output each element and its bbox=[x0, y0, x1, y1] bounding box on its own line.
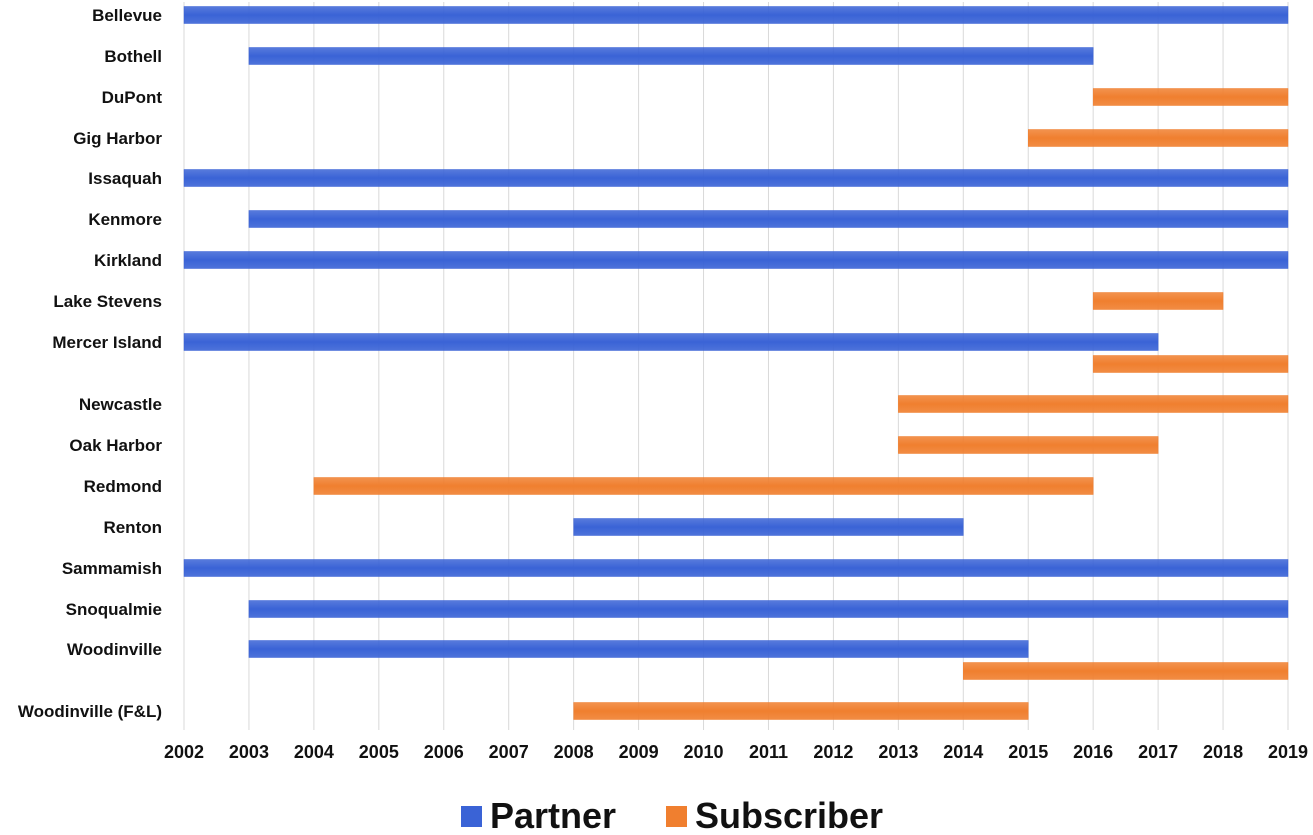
x-tick-2010: 2010 bbox=[684, 742, 724, 762]
x-tick-labels: 2002 2003 2004 2005 2006 2007 2008 2009 2010 2011… bbox=[164, 742, 1308, 762]
bar-subscriber-woodinville bbox=[963, 662, 1289, 680]
bar-partner-sammamish bbox=[183, 559, 1289, 577]
x-tick-2012: 2012 bbox=[813, 742, 853, 762]
bar-subscriber-oak-harbor bbox=[898, 436, 1159, 454]
x-tick-2002: 2002 bbox=[164, 742, 204, 762]
bar-partner-renton bbox=[573, 518, 964, 536]
bar-partner-mercer-island bbox=[183, 333, 1159, 351]
category-label-woodinville: Woodinville bbox=[67, 640, 162, 659]
bar-subscriber-mercer-island bbox=[1092, 355, 1289, 373]
category-label-bellevue: Bellevue bbox=[92, 6, 162, 25]
bar-partner-snoqualmie bbox=[248, 600, 1289, 618]
category-label-newcastle: Newcastle bbox=[79, 395, 162, 414]
bars bbox=[183, 6, 1289, 720]
legend-swatch-partner bbox=[461, 806, 482, 827]
category-label-issaquah: Issaquah bbox=[88, 169, 162, 188]
x-tick-2015: 2015 bbox=[1008, 742, 1048, 762]
x-tick-2008: 2008 bbox=[554, 742, 594, 762]
x-tick-2009: 2009 bbox=[619, 742, 659, 762]
bar-subscriber-gig-harbor bbox=[1027, 129, 1289, 147]
category-labels: Bellevue Bothell DuPont Gig Harbor Issaquah K… bbox=[18, 6, 163, 721]
x-tick-2016: 2016 bbox=[1073, 742, 1113, 762]
category-label-oak-harbor: Oak Harbor bbox=[69, 436, 162, 455]
x-tick-2011: 2011 bbox=[749, 742, 788, 762]
x-tick-2019: 2019 bbox=[1268, 742, 1308, 762]
bar-partner-issaquah bbox=[183, 169, 1289, 187]
category-label-gig-harbor: Gig Harbor bbox=[73, 129, 162, 148]
bar-subscriber-dupont bbox=[1092, 88, 1289, 106]
category-label-dupont: DuPont bbox=[102, 88, 163, 107]
legend-label-subscriber: Subscriber bbox=[695, 795, 883, 835]
legend-swatch-subscriber bbox=[666, 806, 687, 827]
category-label-snoqualmie: Snoqualmie bbox=[66, 600, 162, 619]
legend-label-partner: Partner bbox=[490, 795, 616, 835]
x-tick-2007: 2007 bbox=[489, 742, 529, 762]
bar-partner-bothell bbox=[248, 47, 1094, 65]
category-label-bothell: Bothell bbox=[104, 47, 162, 66]
x-tick-2004: 2004 bbox=[294, 742, 334, 762]
legend: Partner Subscriber bbox=[461, 795, 883, 835]
bar-partner-woodinville bbox=[248, 640, 1029, 658]
x-tick-2003: 2003 bbox=[229, 742, 269, 762]
category-label-renton: Renton bbox=[103, 518, 162, 537]
bar-subscriber-redmond bbox=[313, 477, 1094, 495]
category-label-kirkland: Kirkland bbox=[94, 251, 162, 270]
bar-subscriber-lake-stevens bbox=[1092, 292, 1224, 310]
bar-partner-kirkland bbox=[183, 251, 1289, 269]
x-tick-2018: 2018 bbox=[1203, 742, 1243, 762]
category-label-lake-stevens: Lake Stevens bbox=[53, 292, 162, 311]
category-label-mercer-island: Mercer Island bbox=[52, 333, 162, 352]
bar-partner-bellevue bbox=[183, 6, 1289, 24]
x-tick-2017: 2017 bbox=[1138, 742, 1178, 762]
x-tick-2014: 2014 bbox=[943, 742, 983, 762]
x-tick-2005: 2005 bbox=[359, 742, 399, 762]
category-label-woodinville-f-l: Woodinville (F&L) bbox=[18, 702, 162, 721]
category-label-kenmore: Kenmore bbox=[88, 210, 162, 229]
bar-subscriber-woodinville-f-l bbox=[573, 702, 1029, 720]
category-label-sammamish: Sammamish bbox=[62, 559, 162, 578]
x-tick-2006: 2006 bbox=[424, 742, 464, 762]
bar-subscriber-newcastle bbox=[898, 395, 1289, 413]
bar-partner-kenmore bbox=[248, 210, 1289, 228]
x-tick-2013: 2013 bbox=[878, 742, 918, 762]
category-label-redmond: Redmond bbox=[84, 477, 162, 496]
